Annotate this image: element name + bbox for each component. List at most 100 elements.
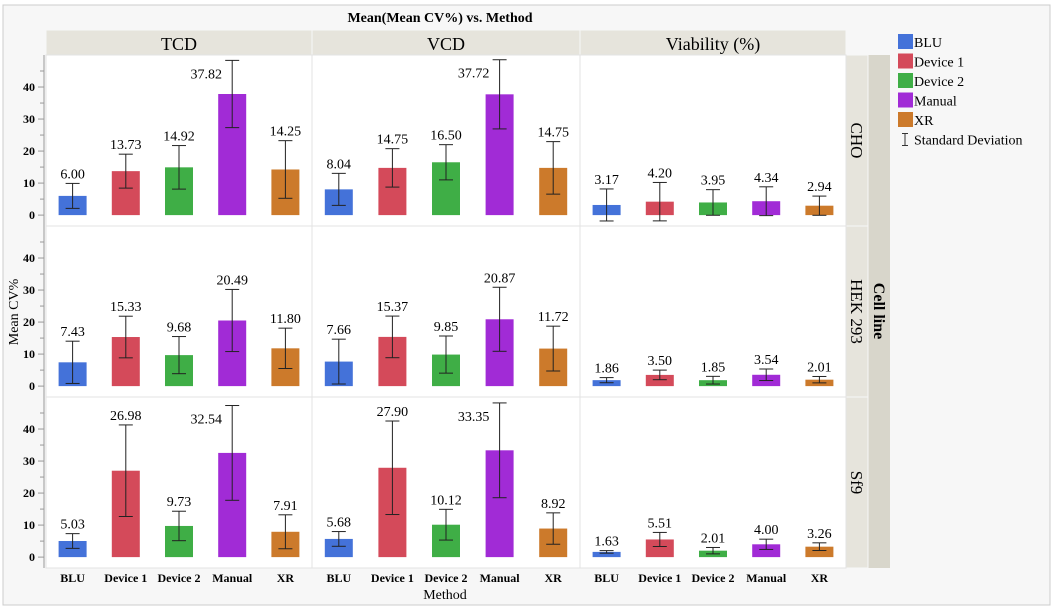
column-header: VCD: [427, 34, 465, 54]
data-label: 6.00: [60, 167, 85, 182]
bar-blu: [592, 551, 621, 558]
data-label: 15.37: [377, 300, 409, 315]
x-tick-label: Device 2: [425, 571, 468, 585]
y-tick-label: 40: [23, 251, 35, 265]
data-label: 4.00: [754, 523, 779, 538]
data-label: 3.54: [754, 353, 779, 368]
legend-swatch: [898, 73, 913, 88]
legend-label: Device 1: [914, 56, 964, 71]
x-tick-label: XR: [545, 571, 563, 585]
chart-title: Mean(Mean CV%) vs. Method: [347, 11, 532, 26]
legend-label: Device 2: [914, 75, 964, 90]
x-axis-label: Method: [423, 588, 467, 603]
y-tick-label: 20: [23, 144, 35, 158]
data-label: 11.72: [538, 310, 569, 325]
data-label: 8.04: [327, 157, 352, 172]
column-header-bg: [311, 29, 581, 56]
data-label: 8.92: [541, 497, 566, 512]
legend-swatch: [898, 53, 913, 69]
data-label: 27.90: [377, 405, 409, 420]
data-label: 1.63: [594, 535, 619, 550]
y-axis-label: Mean CV%: [7, 278, 22, 345]
data-label: 1.86: [594, 362, 619, 377]
y-tick-label: 30: [23, 112, 35, 126]
legend: BLU Device 1 Device 2 Manual XR Standard Devi…: [898, 34, 1022, 149]
x-tick-label: Manual: [746, 571, 787, 585]
data-label: 7.66: [327, 323, 352, 338]
data-label: 14.75: [377, 133, 409, 148]
bar-blu: [324, 538, 353, 558]
data-label: 3.50: [648, 354, 673, 369]
x-tick-label: Device 1: [371, 571, 414, 585]
legend-swatch: [898, 112, 913, 127]
data-label: 5.51: [648, 516, 673, 531]
row-group-strip: [868, 55, 890, 568]
panel: [579, 396, 847, 569]
x-tick-label: Device 2: [158, 571, 201, 585]
data-label: 20.49: [216, 273, 248, 288]
data-label: 7.43: [60, 325, 85, 340]
data-label: 4.34: [754, 171, 779, 186]
x-tick-label: Device 2: [692, 571, 735, 585]
y-tick-label: 10: [23, 518, 35, 532]
bar-device-1: [645, 539, 674, 558]
legend-label: BLU: [914, 36, 942, 51]
y-tick-label: 0: [29, 550, 35, 564]
data-label: 5.68: [327, 516, 352, 531]
data-label: 9.73: [167, 495, 192, 510]
y-tick-label: 10: [23, 347, 35, 361]
y-tick-label: 30: [23, 454, 35, 468]
data-label: 3.26: [807, 527, 832, 542]
data-label: 13.73: [110, 138, 142, 153]
panel: [579, 225, 847, 398]
data-label: 7.91: [273, 499, 298, 514]
data-label: 32.54: [190, 413, 222, 428]
y-tick-label: 10: [23, 176, 35, 190]
column-header: TCD: [161, 34, 197, 54]
data-label: 14.75: [537, 126, 569, 141]
bar-device-1: [645, 374, 674, 387]
x-tick-label: Manual: [212, 571, 253, 585]
data-label: 20.87: [484, 271, 516, 286]
data-label: 9.85: [434, 320, 459, 335]
row-header: Sf9: [847, 471, 866, 495]
y-tick-label: 0: [29, 208, 35, 222]
data-label: 3.95: [701, 174, 726, 189]
x-tick-label: BLU: [326, 571, 351, 585]
data-label: 26.98: [110, 409, 142, 424]
legend-label: Standard Deviation: [914, 134, 1022, 149]
data-label: 14.25: [270, 125, 302, 140]
x-tick-label: Manual: [480, 571, 521, 585]
row-group-label: Cell line: [870, 283, 887, 339]
y-tick-label: 0: [29, 379, 35, 393]
data-label: 37.82: [190, 67, 222, 82]
data-label: 1.85: [701, 360, 726, 375]
data-label: 2.94: [807, 180, 832, 195]
legend-label: Manual: [914, 95, 957, 110]
data-label: 3.17: [594, 173, 619, 188]
data-label: 2.01: [807, 360, 832, 375]
row-header: CHO: [847, 123, 866, 159]
column-header-bg: [579, 29, 847, 56]
data-label: 15.33: [110, 300, 142, 315]
y-tick-label: 40: [23, 422, 35, 436]
data-label: 33.35: [458, 410, 490, 425]
y-tick-label: 20: [23, 315, 35, 329]
data-label: 2.01: [701, 531, 726, 546]
legend-swatch: [898, 34, 913, 49]
data-label: 4.20: [648, 166, 673, 181]
y-tick-label: 20: [23, 486, 35, 500]
data-label: 9.68: [167, 321, 192, 336]
data-label: 16.50: [430, 129, 462, 144]
data-label: 11.80: [270, 312, 301, 327]
x-tick-label: XR: [277, 571, 295, 585]
data-label: 37.72: [458, 67, 490, 82]
bar-manual: [752, 544, 781, 558]
data-label: 14.92: [163, 130, 195, 145]
legend-label: XR: [914, 114, 934, 129]
y-tick-label: 30: [23, 283, 35, 297]
y-tick-label: 40: [23, 80, 35, 94]
row-header: HEK 293: [847, 279, 866, 344]
